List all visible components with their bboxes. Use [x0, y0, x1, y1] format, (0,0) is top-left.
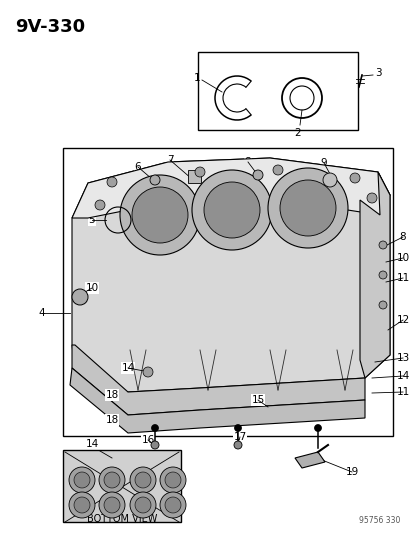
- Text: 10: 10: [396, 253, 408, 263]
- Circle shape: [99, 467, 125, 493]
- Circle shape: [69, 467, 95, 493]
- Circle shape: [378, 301, 386, 309]
- Circle shape: [279, 180, 335, 236]
- Polygon shape: [72, 158, 389, 218]
- Bar: [197, 52, 357, 130]
- Text: 1: 1: [193, 73, 199, 83]
- Circle shape: [378, 271, 386, 279]
- Text: 14: 14: [395, 371, 408, 381]
- Circle shape: [74, 497, 90, 513]
- Circle shape: [130, 467, 156, 493]
- Text: 19: 19: [344, 467, 358, 477]
- Text: 14: 14: [85, 439, 98, 449]
- Bar: [63, 148, 392, 436]
- Text: 2: 2: [294, 128, 301, 138]
- Circle shape: [366, 193, 376, 203]
- Text: 95756 330: 95756 330: [358, 516, 399, 525]
- Circle shape: [233, 441, 242, 449]
- Text: 13: 13: [395, 353, 408, 363]
- Circle shape: [150, 175, 159, 185]
- Text: 18: 18: [105, 415, 119, 425]
- Circle shape: [159, 492, 185, 518]
- Text: 3: 3: [374, 68, 381, 78]
- Circle shape: [165, 497, 180, 513]
- Polygon shape: [70, 368, 364, 433]
- Circle shape: [322, 173, 336, 187]
- Circle shape: [314, 424, 321, 432]
- Circle shape: [130, 492, 156, 518]
- Polygon shape: [359, 172, 389, 378]
- Circle shape: [267, 168, 347, 248]
- Text: 15: 15: [251, 395, 264, 405]
- Circle shape: [69, 492, 95, 518]
- Text: 9: 9: [320, 158, 327, 168]
- Polygon shape: [72, 345, 364, 415]
- Circle shape: [142, 367, 153, 377]
- Text: 11: 11: [395, 387, 408, 397]
- Circle shape: [135, 497, 151, 513]
- Circle shape: [252, 170, 262, 180]
- Circle shape: [195, 167, 204, 177]
- Text: BOTTOM VIEW: BOTTOM VIEW: [87, 514, 157, 524]
- Text: 18: 18: [105, 390, 119, 400]
- Circle shape: [151, 424, 158, 432]
- Text: 5: 5: [88, 215, 95, 225]
- Circle shape: [165, 472, 180, 488]
- Text: 4: 4: [38, 308, 45, 318]
- Circle shape: [378, 241, 386, 249]
- Text: 8: 8: [244, 157, 251, 167]
- Text: 7: 7: [166, 155, 173, 165]
- Text: 6: 6: [134, 162, 141, 172]
- Text: 10: 10: [85, 283, 98, 293]
- Circle shape: [272, 165, 282, 175]
- Text: 16: 16: [141, 435, 154, 445]
- Circle shape: [107, 177, 117, 187]
- Circle shape: [74, 472, 90, 488]
- Circle shape: [159, 467, 185, 493]
- Circle shape: [349, 173, 359, 183]
- Circle shape: [99, 492, 125, 518]
- Text: 8: 8: [399, 232, 405, 242]
- Text: 12: 12: [395, 315, 408, 325]
- Circle shape: [104, 497, 120, 513]
- Circle shape: [151, 441, 159, 449]
- Polygon shape: [294, 452, 324, 468]
- Text: 9V-330: 9V-330: [15, 18, 85, 36]
- Circle shape: [204, 182, 259, 238]
- Circle shape: [132, 187, 188, 243]
- Polygon shape: [72, 158, 389, 392]
- Bar: [188, 170, 201, 183]
- Circle shape: [234, 424, 241, 432]
- Circle shape: [104, 472, 120, 488]
- Circle shape: [72, 289, 88, 305]
- Text: 11: 11: [395, 273, 408, 283]
- Circle shape: [192, 170, 271, 250]
- Circle shape: [120, 175, 199, 255]
- Circle shape: [95, 200, 105, 210]
- Bar: [63, 450, 180, 522]
- Text: 17: 17: [233, 432, 246, 442]
- Circle shape: [135, 472, 151, 488]
- Text: 14: 14: [121, 363, 134, 373]
